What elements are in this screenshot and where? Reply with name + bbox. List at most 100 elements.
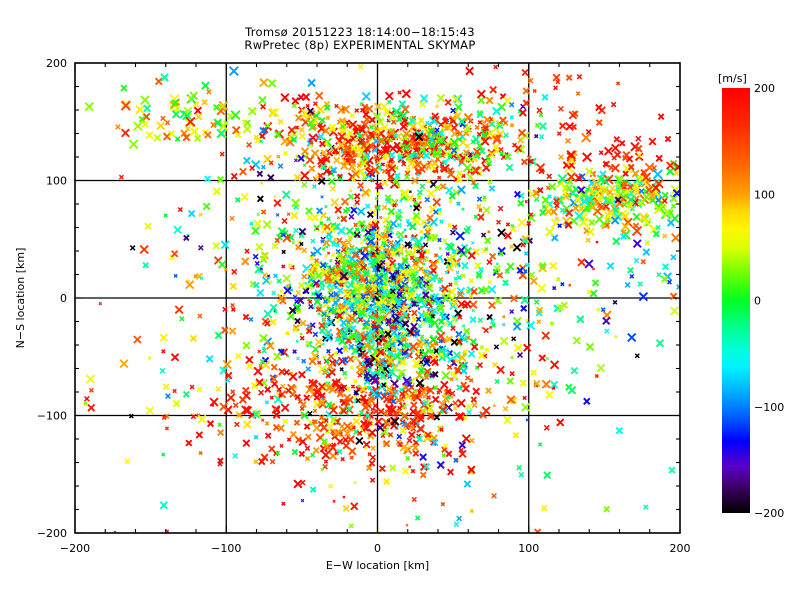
scatter-marker	[516, 266, 524, 274]
scatter-marker	[379, 372, 387, 380]
scatter-marker	[347, 264, 352, 269]
scatter-marker	[525, 318, 529, 323]
scatter-marker	[282, 418, 289, 425]
scatter-marker	[352, 310, 358, 316]
scatter-marker	[437, 237, 442, 243]
scatter-marker	[342, 143, 352, 153]
scatter-marker	[387, 432, 394, 438]
scatter-marker	[374, 358, 384, 367]
scatter-marker	[424, 196, 431, 203]
scatter-marker	[629, 273, 635, 279]
scatter-marker	[319, 221, 324, 226]
scatter-marker	[354, 227, 360, 232]
scatter-marker	[419, 334, 425, 339]
scatter-marker	[437, 279, 442, 284]
scatter-marker	[556, 131, 562, 136]
scatter-marker	[323, 442, 331, 451]
scatter-marker	[466, 409, 472, 415]
scatter-marker	[210, 121, 217, 129]
scatter-marker	[431, 439, 439, 447]
scatter-marker	[310, 213, 320, 222]
scatter-marker	[353, 127, 358, 132]
scatter-marker	[426, 214, 434, 222]
scatter-marker	[516, 464, 523, 471]
scatter-marker	[671, 233, 680, 243]
scatter-marker	[506, 262, 515, 271]
scatter-marker	[588, 218, 596, 226]
scatter-marker	[493, 296, 503, 305]
scatter-marker	[456, 398, 466, 408]
scatter-marker	[465, 66, 474, 76]
scatter-marker	[295, 114, 303, 122]
scatter-marker	[253, 459, 259, 465]
scatter-marker	[523, 343, 532, 352]
scatter-marker	[280, 403, 290, 413]
scatter-marker	[189, 334, 197, 342]
scatter-marker	[525, 418, 529, 422]
scatter-marker	[231, 125, 241, 135]
scatter-marker	[440, 501, 446, 507]
scatter-marker	[405, 523, 409, 527]
scatter-marker	[401, 467, 410, 475]
scatter-marker	[666, 218, 675, 227]
scatter-marker	[273, 195, 277, 199]
scatter-marker	[315, 91, 324, 100]
scatter-marker	[461, 207, 465, 211]
scatter-marker	[201, 99, 208, 106]
scatter-marker	[412, 200, 418, 206]
scatter-marker	[371, 232, 376, 238]
scatter-marker	[469, 509, 474, 514]
scatter-marker	[522, 395, 527, 401]
scatter-marker	[352, 285, 362, 295]
scatter-marker	[304, 282, 308, 285]
scatter-marker	[494, 378, 500, 385]
scatter-marker	[585, 129, 592, 135]
scatter-marker	[477, 96, 486, 105]
scatter-marker	[202, 202, 211, 211]
scatter-marker	[405, 249, 413, 256]
scatter-marker	[430, 334, 433, 338]
scatter-marker	[277, 118, 284, 125]
scatter-marker	[538, 354, 547, 362]
scatter-marker	[414, 352, 423, 361]
scatter-marker	[343, 290, 352, 300]
scatter-marker	[268, 160, 274, 166]
scatter-marker	[98, 301, 103, 306]
scatter-marker	[522, 238, 529, 244]
scatter-marker	[670, 194, 678, 203]
scatter-marker	[141, 120, 149, 128]
scatter-marker	[314, 271, 323, 280]
scatter-marker	[528, 212, 534, 217]
scatter-marker	[467, 467, 475, 475]
scatter-marker	[595, 119, 603, 127]
scatter-marker	[453, 406, 458, 411]
scatter-marker	[234, 197, 241, 203]
scatter-marker	[489, 85, 497, 94]
scatter-marker	[356, 430, 363, 436]
scatter-marker	[533, 528, 542, 533]
scatter-marker	[271, 290, 277, 296]
scatter-marker	[499, 336, 509, 346]
scatter-marker	[435, 135, 444, 144]
scatter-marker	[297, 281, 305, 289]
scatter-marker	[396, 222, 402, 228]
scatter-marker	[243, 156, 251, 165]
scatter-marker	[435, 273, 438, 277]
scatter-marker	[477, 119, 483, 125]
scatter-marker	[309, 486, 317, 493]
scatter-marker	[395, 146, 404, 154]
scatter-marker	[637, 281, 643, 287]
scatter-marker	[636, 152, 643, 158]
scatter-marker	[419, 387, 428, 397]
scatter-marker	[363, 373, 370, 379]
scatter-marker	[604, 328, 610, 334]
scatter-marker	[401, 161, 407, 167]
scatter-marker	[360, 224, 364, 229]
scatter-marker	[431, 233, 439, 241]
scatter-marker	[350, 502, 359, 511]
scatter-marker	[350, 325, 357, 332]
scatter-marker	[470, 287, 478, 296]
scatter-marker	[330, 198, 340, 207]
scatter-marker	[145, 131, 154, 140]
scatter-marker	[401, 421, 408, 428]
